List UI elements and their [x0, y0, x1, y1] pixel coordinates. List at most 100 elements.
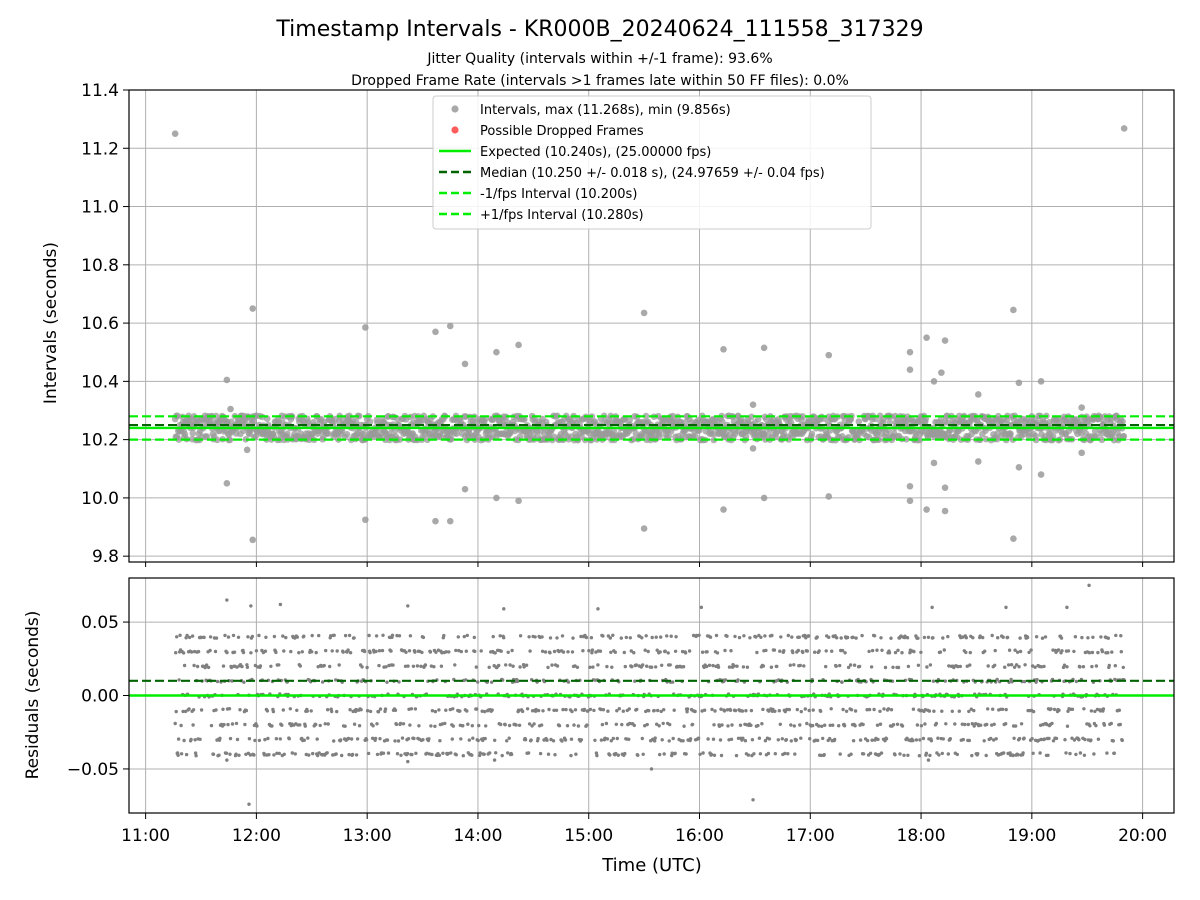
- residual-point: [841, 707, 845, 712]
- residual-point: [214, 708, 218, 712]
- interval-outlier-point: [640, 525, 648, 532]
- residual-point: [502, 636, 506, 640]
- residual-point: [1019, 722, 1024, 726]
- residual-point: [548, 651, 552, 655]
- residuals-panel: −0.05 0.00 0.05 11:00 12:00 13:00 14:00 15:00 16…: [67, 577, 1175, 846]
- residual-point: [228, 752, 232, 756]
- residual-point: [427, 737, 431, 741]
- residual-outlier-point: [596, 607, 600, 611]
- residual-point: [321, 680, 325, 684]
- residual-point: [378, 707, 383, 711]
- residual-point: [525, 707, 530, 711]
- residual-point: [1112, 751, 1117, 755]
- interval-outlier-point: [825, 351, 833, 359]
- residual-point: [245, 665, 250, 669]
- residual-point: [383, 707, 388, 711]
- residual-point: [176, 753, 180, 757]
- interval-point: [174, 412, 181, 420]
- interval-point: [226, 436, 234, 444]
- residual-point: [617, 707, 621, 711]
- residual-point: [228, 736, 233, 741]
- residual-point: [741, 736, 745, 740]
- residual-point: [1006, 663, 1011, 667]
- residual-point: [865, 708, 869, 712]
- residual-point: [740, 709, 745, 713]
- residual-point: [314, 722, 318, 727]
- interval-point: [621, 416, 629, 423]
- residual-point: [472, 635, 476, 640]
- residual-point: [673, 649, 678, 653]
- interval-outlier-point: [227, 405, 234, 413]
- residual-point: [211, 752, 216, 756]
- residual-point: [187, 707, 191, 711]
- residual-point: [393, 708, 398, 712]
- residual-point: [509, 752, 514, 757]
- residual-point: [844, 709, 849, 713]
- residual-point: [1001, 635, 1005, 639]
- residual-point: [385, 738, 390, 742]
- interval-outlier-point: [515, 497, 522, 505]
- interval-outlier-point: [906, 497, 914, 505]
- residual-point: [852, 663, 857, 667]
- residual-point: [921, 736, 926, 741]
- residual-point: [926, 635, 931, 639]
- residual-point: [461, 724, 465, 728]
- residual-point: [798, 723, 802, 727]
- residual-point: [316, 665, 320, 669]
- residual-point: [394, 722, 399, 727]
- residual-point: [386, 751, 391, 755]
- residual-point: [524, 663, 529, 667]
- residual-point: [397, 634, 402, 638]
- residual-point: [290, 751, 294, 755]
- residual-outlier-point: [225, 758, 229, 762]
- residual-point: [986, 707, 990, 711]
- residual-point: [883, 665, 888, 670]
- residual-point: [681, 665, 686, 669]
- residual-point: [663, 649, 667, 653]
- residual-outlier-point: [406, 759, 410, 764]
- residual-point: [647, 709, 651, 713]
- interval-point: [175, 436, 183, 443]
- residual-point: [970, 722, 974, 726]
- residual-point: [659, 709, 663, 714]
- residual-point: [621, 709, 625, 713]
- residual-point: [255, 724, 259, 728]
- residual-point: [1081, 665, 1086, 669]
- residual-point: [551, 739, 556, 743]
- residual-point: [843, 651, 847, 655]
- residual-point: [661, 721, 665, 726]
- interval-outlier-point: [1037, 471, 1045, 478]
- residual-point: [734, 753, 739, 758]
- residual-point: [175, 635, 179, 639]
- residual-point: [374, 634, 379, 638]
- residual-point: [645, 722, 649, 727]
- residual-point: [1023, 663, 1027, 667]
- residual-point: [763, 634, 767, 638]
- x-tick-label: 16:00: [675, 826, 724, 846]
- residual-point: [213, 649, 218, 654]
- interval-point: [284, 430, 291, 438]
- residual-point: [293, 752, 297, 756]
- residual-point: [1114, 633, 1118, 638]
- residual-point: [189, 650, 194, 654]
- residual-point: [817, 649, 821, 653]
- residual-point: [766, 751, 771, 756]
- residual-point: [198, 737, 202, 741]
- residual-point: [332, 739, 336, 743]
- residual-point: [1038, 751, 1042, 755]
- residual-point: [1068, 751, 1072, 756]
- interval-point: [710, 436, 718, 444]
- residual-point: [487, 665, 491, 669]
- residual-outlier-point: [249, 604, 253, 608]
- residual-point: [374, 649, 378, 654]
- residual-point: [503, 723, 507, 727]
- residual-point: [447, 650, 451, 654]
- x-tick-label: 12:00: [232, 826, 281, 846]
- interval-outlier-point: [906, 366, 914, 374]
- residual-point: [798, 663, 802, 668]
- residual-point: [916, 636, 920, 640]
- y-tick-label: 10.4: [81, 372, 119, 392]
- residual-point: [365, 709, 370, 713]
- residual-point: [824, 664, 828, 669]
- residual-point: [928, 663, 933, 667]
